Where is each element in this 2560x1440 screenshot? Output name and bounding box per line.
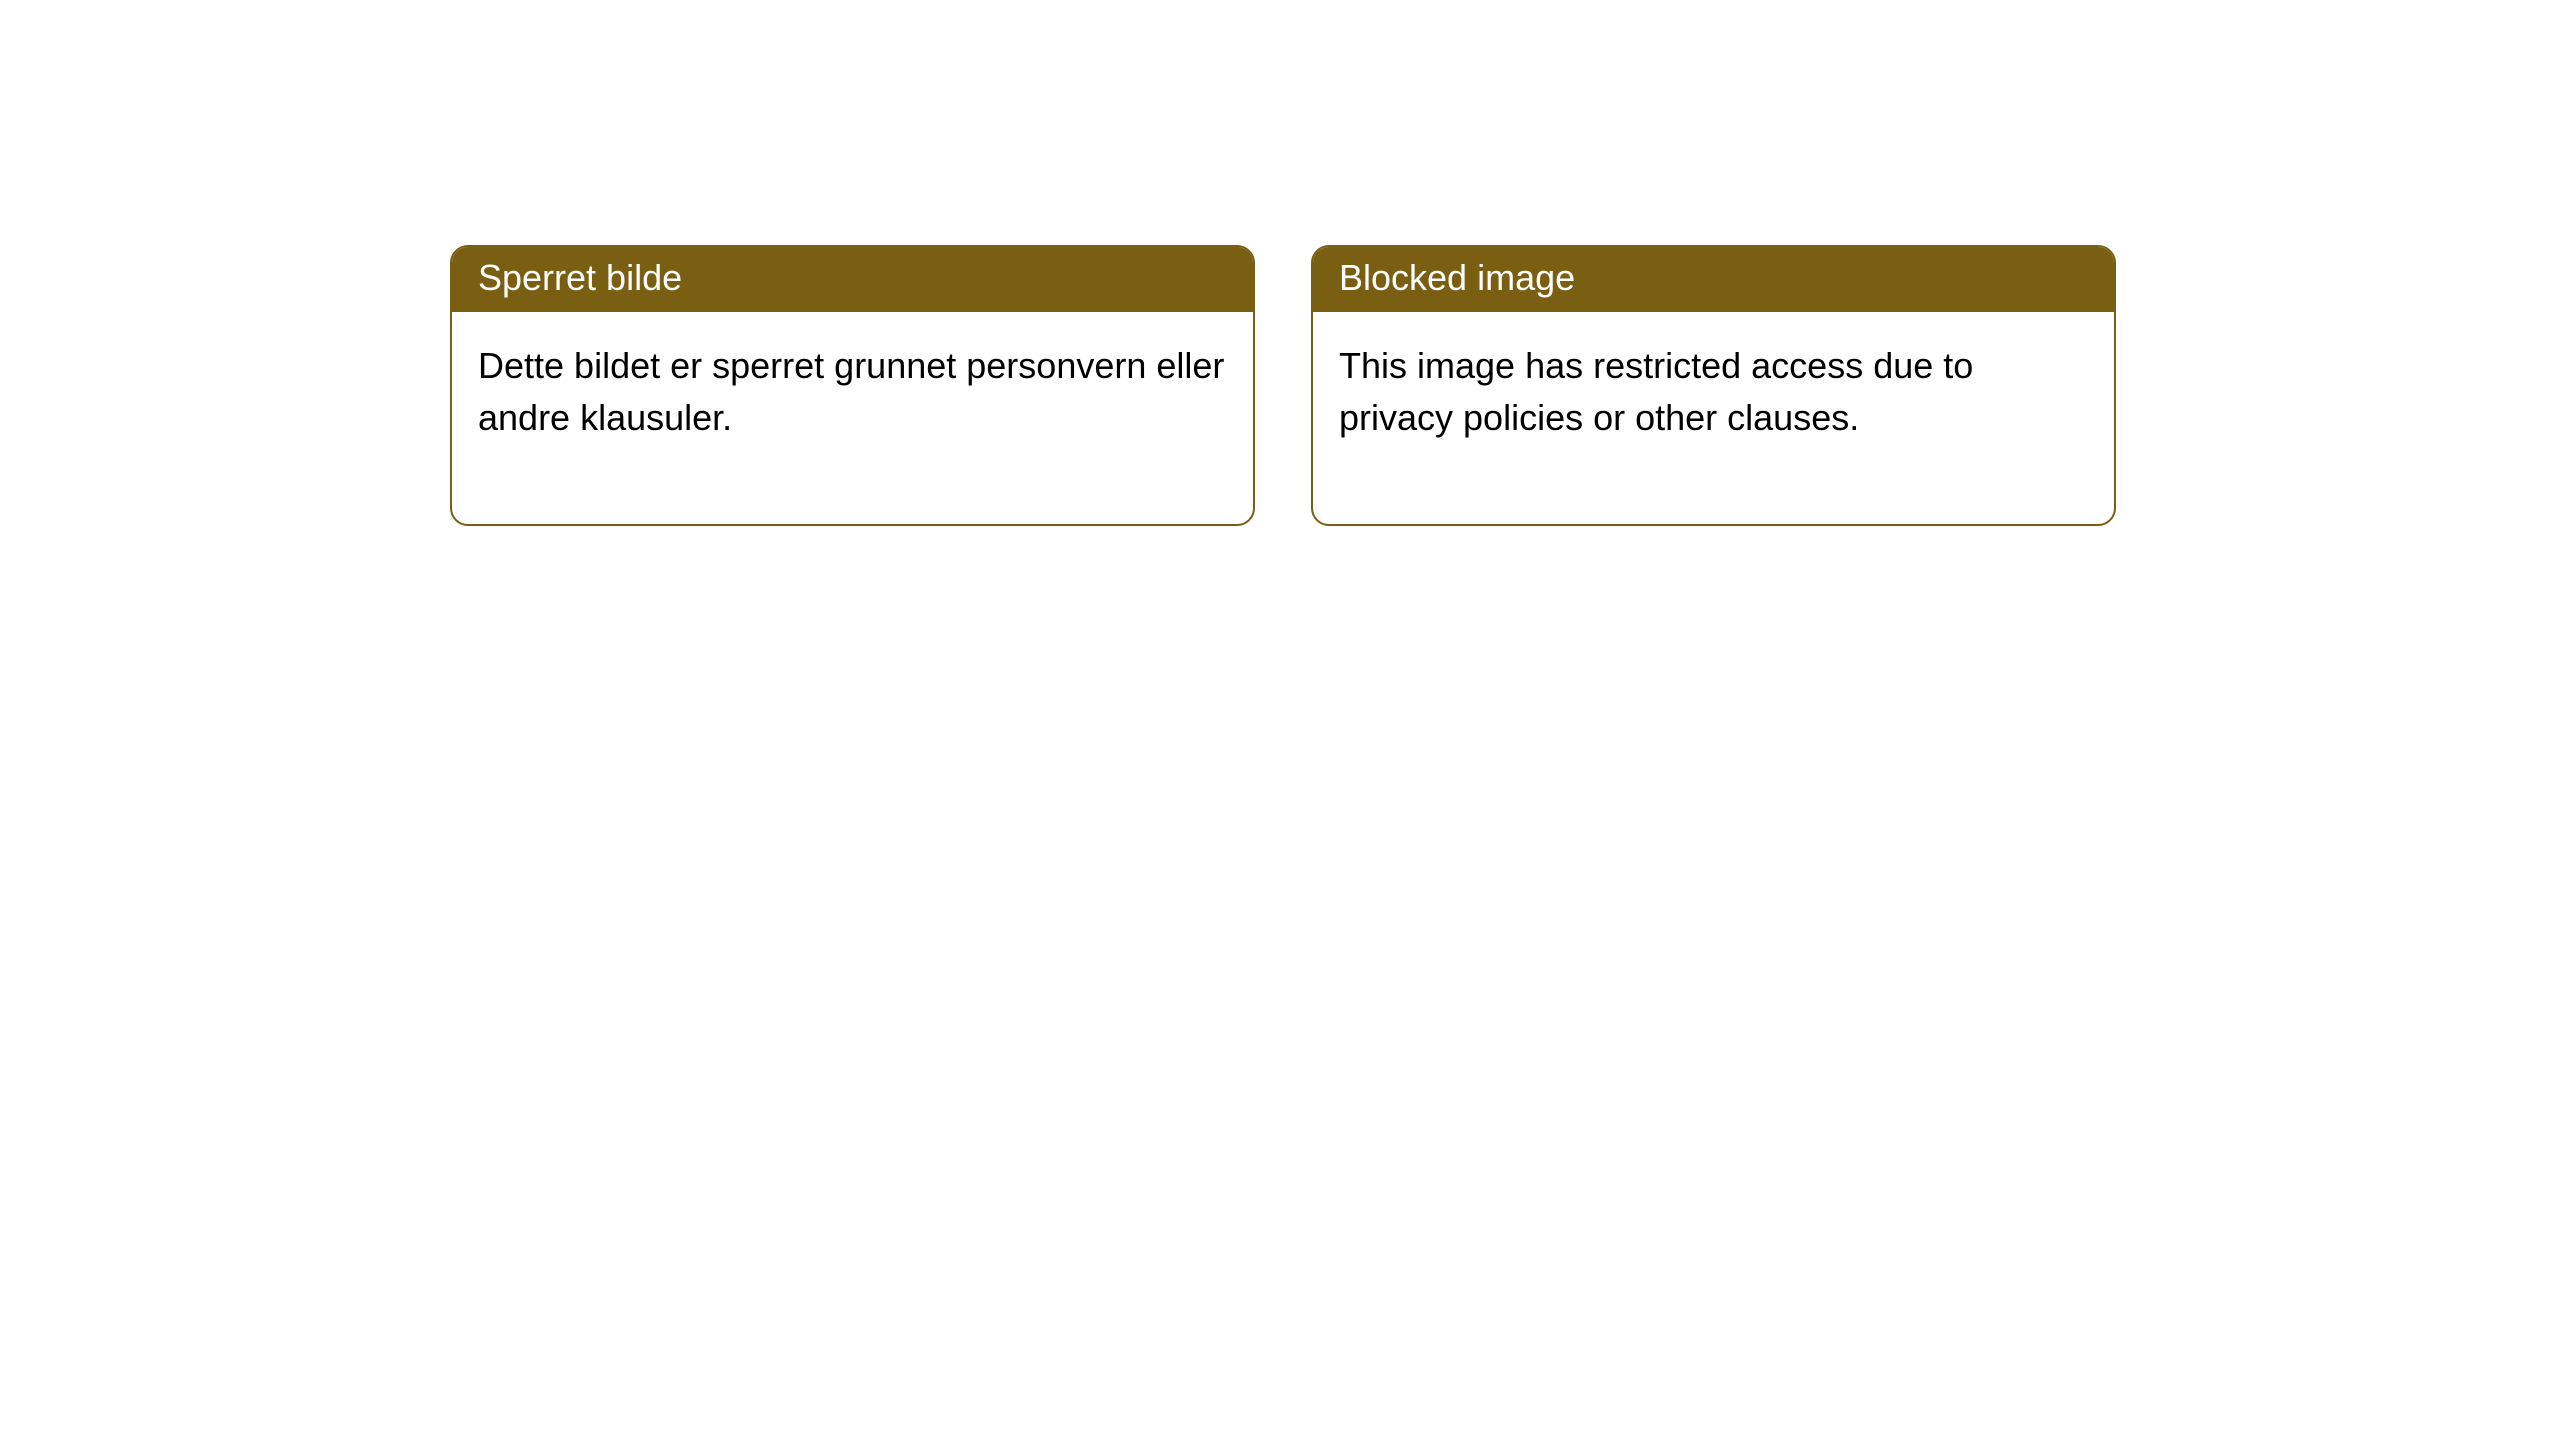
notice-card-english: Blocked image This image has restricted …	[1311, 245, 2116, 526]
notice-title-english: Blocked image	[1313, 247, 2114, 312]
notice-container: Sperret bilde Dette bildet er sperret gr…	[0, 0, 2560, 526]
notice-body-norwegian: Dette bildet er sperret grunnet personve…	[452, 312, 1253, 524]
notice-title-norwegian: Sperret bilde	[452, 247, 1253, 312]
notice-card-norwegian: Sperret bilde Dette bildet er sperret gr…	[450, 245, 1255, 526]
notice-body-english: This image has restricted access due to …	[1313, 312, 2114, 524]
